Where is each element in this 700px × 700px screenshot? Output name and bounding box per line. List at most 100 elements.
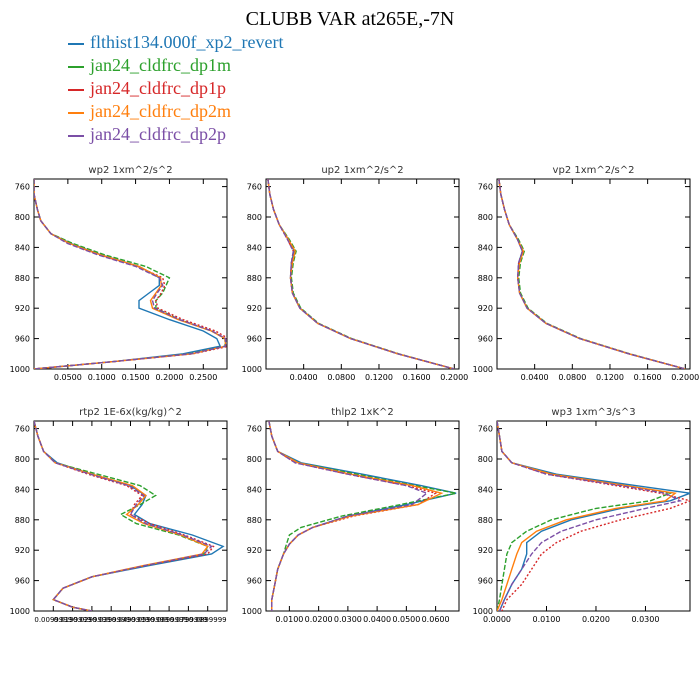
- x-tick-label: 0.0200: [582, 615, 610, 624]
- legend-item: jan24_cldfrc_dp1p: [68, 77, 283, 100]
- x-tick-label: 0.0300: [631, 615, 659, 624]
- y-tick-label: 1000: [10, 607, 30, 616]
- x-tick-label: 0.0500: [54, 373, 82, 382]
- series-line-jan24-cldfrc-dp2m: [34, 179, 227, 369]
- plot-frame: [496, 178, 691, 370]
- series-line-jan24-cldfrc-dp2p: [34, 179, 227, 369]
- y-tick-label: 960: [478, 577, 493, 586]
- x-tick-label: 0.1600: [634, 373, 662, 382]
- y-tick-label: 920: [15, 546, 30, 555]
- y-tick-label: 880: [247, 516, 262, 525]
- x-tick-label: 0.0000: [483, 615, 511, 624]
- legend-line-swatch: [68, 134, 84, 137]
- legend-item: jan24_cldfrc_dp1m: [68, 54, 283, 77]
- series-line-jan24-cldfrc-dp2p: [268, 421, 429, 611]
- y-tick-label: 880: [478, 274, 493, 283]
- y-tick-label: 800: [15, 455, 30, 464]
- x-tick-label: 0.0799999: [169, 616, 207, 624]
- legend: flthist134.000f_xp2_revert jan24_cldfrc_d…: [68, 31, 283, 146]
- legend-label: jan24_cldfrc_dp1m: [90, 55, 231, 75]
- series-line-flthist134-000f-xp2-revert: [268, 421, 457, 611]
- y-tick-label: 960: [15, 335, 30, 344]
- x-tick-label: 0.1200: [596, 373, 624, 382]
- plot-frame: [33, 178, 228, 370]
- series-line-jan24-cldfrc-dp1m: [267, 179, 455, 369]
- series-line-jan24-cldfrc-dp2m: [498, 179, 686, 369]
- panel-1: up2 1xm^2/s^2 760 800 840 880 920 960 1000 0.040…: [242, 165, 469, 382]
- y-tick-label: 760: [247, 183, 262, 192]
- panel-2: vp2 1xm^2/s^2 760 800 840 880 920 960 1000 0.040…: [473, 165, 700, 382]
- legend-line-swatch: [68, 111, 84, 114]
- x-tick-label: 0.0400: [521, 373, 549, 382]
- legend-label: flthist134.000f_xp2_revert: [90, 32, 284, 52]
- plot-frame: [496, 420, 691, 612]
- series-line-jan24-cldfrc-dp1p: [498, 179, 686, 369]
- x-tick-label: 0.0299999: [73, 616, 111, 624]
- panel-title: wp3 1xm^3/s^3: [551, 407, 635, 418]
- y-tick-label: 840: [15, 243, 30, 252]
- x-tick-label: 0.0599999: [131, 616, 169, 624]
- x-tick-label: 0.0499999: [112, 616, 150, 624]
- legend-label: jan24_cldfrc_dp2p: [90, 124, 226, 144]
- series-line-jan24-cldfrc-dp2m: [497, 421, 677, 611]
- figure-title: CLUBB VAR at265E,-7N: [245, 8, 455, 30]
- x-tick-label: 0.0300: [334, 615, 362, 624]
- y-tick-label: 960: [15, 577, 30, 586]
- series-line-jan24-cldfrc-dp2p: [497, 421, 683, 611]
- y-tick-label: 760: [15, 425, 30, 434]
- x-tick-label: 0.0100: [532, 615, 560, 624]
- panel-title: thlp2 1xK^2: [331, 407, 394, 418]
- y-tick-label: 800: [478, 213, 493, 222]
- x-tick-label: 0.2000: [440, 373, 468, 382]
- y-tick-label: 840: [247, 243, 262, 252]
- legend-item: flthist134.000f_xp2_revert: [68, 31, 283, 54]
- x-tick-label: 0.0699999: [150, 616, 188, 624]
- series-line-flthist134-000f-xp2-revert: [267, 179, 455, 369]
- series-line-jan24-cldfrc-dp1p: [267, 179, 455, 369]
- panel-title: vp2 1xm^2/s^2: [553, 165, 635, 176]
- series-line-jan24-cldfrc-dp1m: [497, 421, 673, 611]
- y-tick-label: 960: [478, 335, 493, 344]
- y-tick-label: 880: [478, 516, 493, 525]
- x-tick-label: 0.0600: [422, 615, 450, 624]
- panel-title: up2 1xm^2/s^2: [321, 165, 403, 176]
- y-tick-label: 880: [247, 274, 262, 283]
- panel-0: wp2 1xm^2/s^2 760 800 840 880 920 960 1000 0.050…: [10, 165, 228, 382]
- x-tick-label: 0.0200: [305, 615, 333, 624]
- panel-title: wp2 1xm^2/s^2: [88, 165, 172, 176]
- y-tick-label: 1000: [473, 365, 493, 374]
- x-tick-label: 0.0800: [327, 373, 355, 382]
- y-tick-label: 800: [15, 213, 30, 222]
- y-tick-label: 1000: [242, 607, 262, 616]
- y-tick-label: 840: [247, 485, 262, 494]
- panel-title: rtp2 1E-6x(kg/kg)^2: [79, 407, 182, 418]
- y-tick-label: 920: [247, 546, 262, 555]
- series-line-flthist134-000f-xp2-revert: [498, 179, 686, 369]
- plot-frame: [265, 420, 460, 612]
- y-tick-label: 760: [478, 183, 493, 192]
- x-tick-label: 0.1200: [365, 373, 393, 382]
- x-tick-label: 0.2500: [189, 373, 217, 382]
- series-line-jan24-cldfrc-dp2p: [267, 179, 455, 369]
- series-line-flthist134-000f-xp2-revert: [497, 421, 690, 611]
- y-tick-label: 840: [478, 485, 493, 494]
- y-tick-label: 920: [15, 304, 30, 313]
- legend-line-swatch: [68, 42, 84, 45]
- x-tick-label: 0.1500: [122, 373, 150, 382]
- y-tick-label: 1000: [473, 607, 493, 616]
- y-tick-label: 760: [478, 425, 493, 434]
- x-tick-label: 0.1600: [403, 373, 431, 382]
- panel-5: wp3 1xm^3/s^3 760 800 840 880 920 960 10000.000…: [473, 407, 691, 624]
- x-tick-label: 0.0899999: [189, 616, 227, 624]
- y-tick-label: 800: [478, 455, 493, 464]
- series-line-flthist134-000f-xp2-revert: [34, 179, 222, 369]
- series-line-jan24-cldfrc-dp1m: [34, 179, 226, 369]
- y-tick-label: 800: [247, 455, 262, 464]
- x-tick-label: 0.0500: [392, 615, 420, 624]
- legend-item: jan24_cldfrc_dp2p: [68, 123, 283, 146]
- x-tick-label: 0.0099999: [34, 616, 72, 624]
- x-tick-label: 0.0199999: [54, 616, 92, 624]
- series-line-jan24-cldfrc-dp2p: [34, 421, 213, 611]
